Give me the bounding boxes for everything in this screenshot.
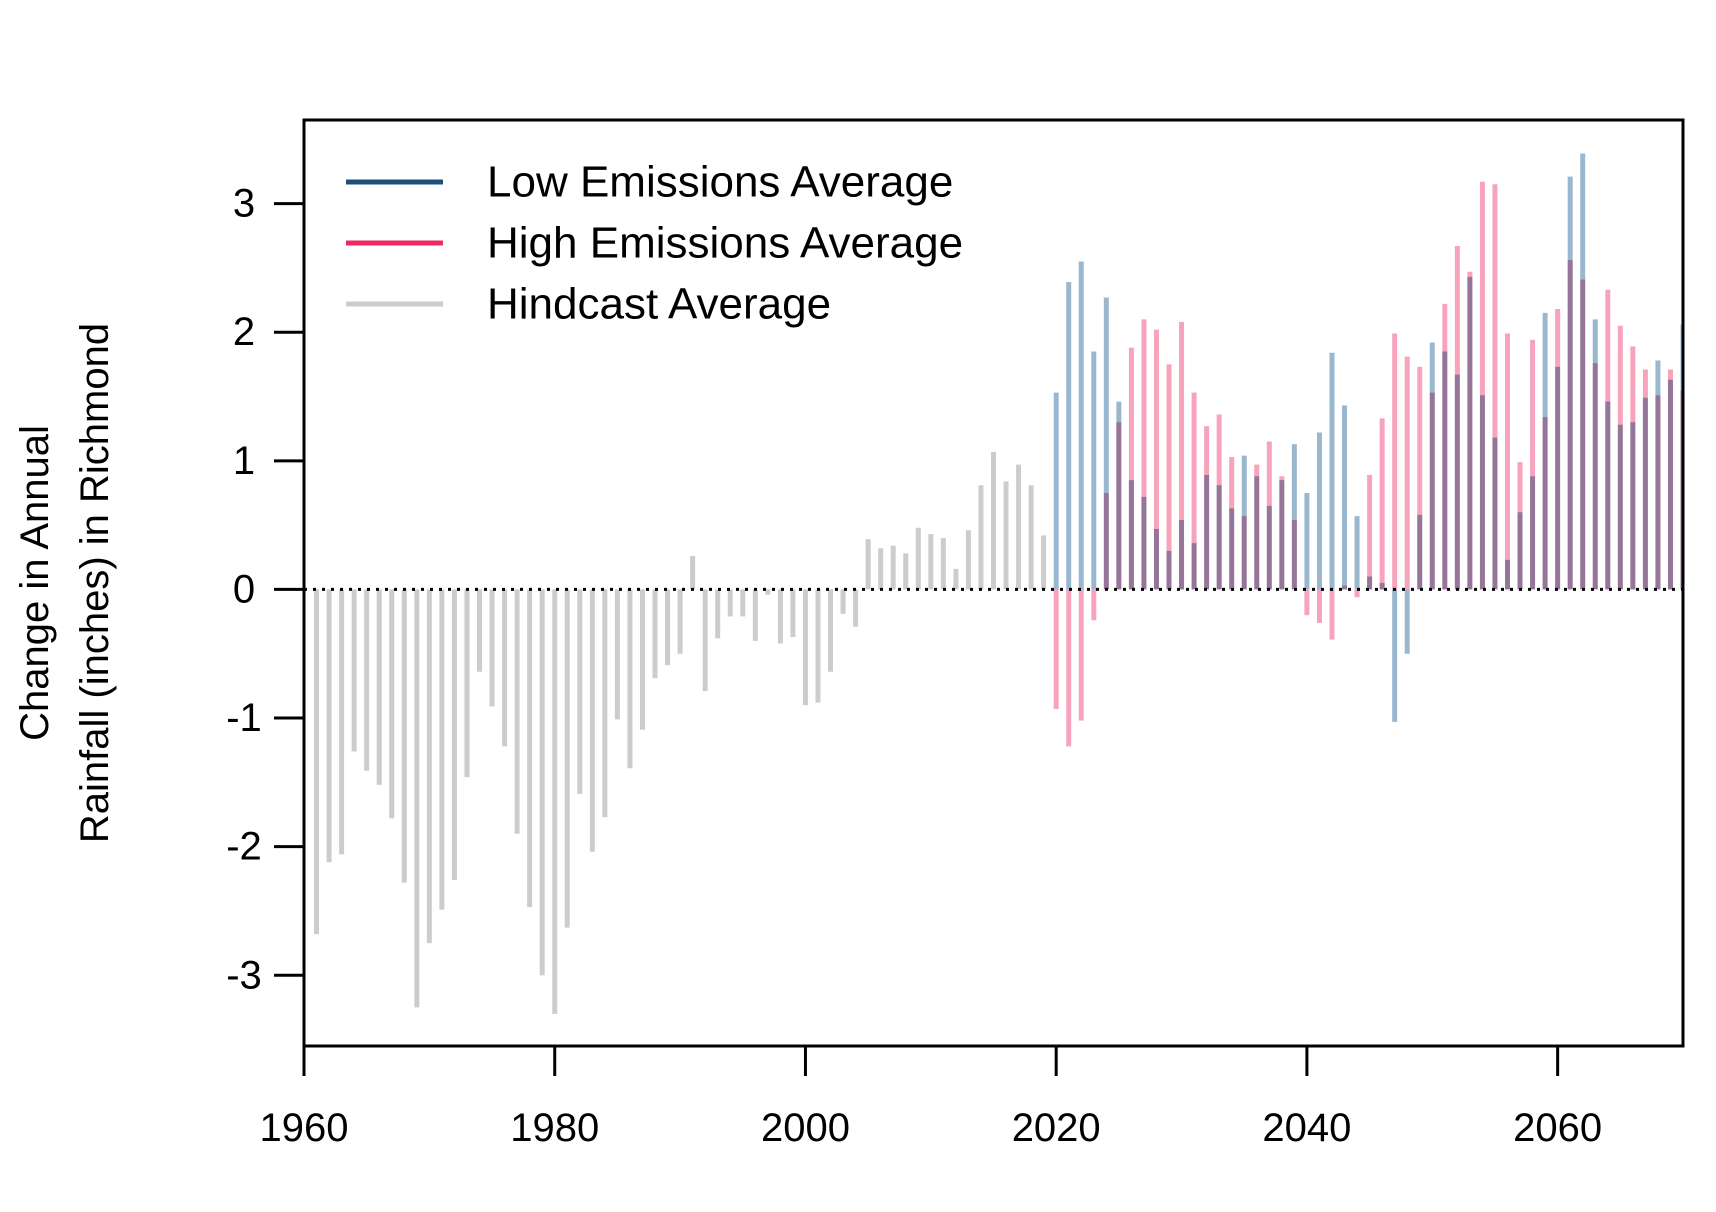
x-tick-label-2040: 2040 [1262, 1106, 1351, 1150]
legend-label-high-emissions: High Emissions Average [487, 219, 963, 268]
y-tick-label-0: 0 [233, 567, 255, 611]
legend-label-low-emissions: Low Emissions Average [487, 158, 953, 207]
bars-layer [314, 153, 1683, 1014]
x-tick-label-2060: 2060 [1513, 1106, 1602, 1150]
legend-label-hindcast: Hindcast Average [487, 280, 831, 329]
y-tick-label-2: 2 [233, 310, 255, 354]
y-axis-title-line-2: Rainfall (inches) in Richmond [73, 323, 117, 843]
x-tick-label-1980: 1980 [510, 1106, 599, 1150]
y-tick-label--3: -3 [226, 953, 262, 997]
y-axis: 3 2 1 0 -1 -2 -3 [226, 182, 306, 997]
y-tick-label--2: -2 [226, 825, 262, 869]
legend: Low Emissions Average High Emissions Ave… [346, 158, 963, 329]
x-tick-label-1960: 1960 [260, 1106, 349, 1150]
y-tick-label-1: 1 [233, 439, 255, 483]
y-axis-title-line-1: Change in Annual [13, 425, 57, 741]
y-tick-label--1: -1 [226, 696, 262, 740]
y-tick-label-3: 3 [233, 182, 255, 226]
y-axis-title: Change in Annual Rainfall (inches) in Ri… [13, 323, 117, 843]
x-axis: 1960 1980 2000 2020 2040 2060 [260, 1044, 1602, 1150]
x-tick-label-2020: 2020 [1012, 1106, 1101, 1150]
x-tick-label-2000: 2000 [761, 1106, 850, 1150]
